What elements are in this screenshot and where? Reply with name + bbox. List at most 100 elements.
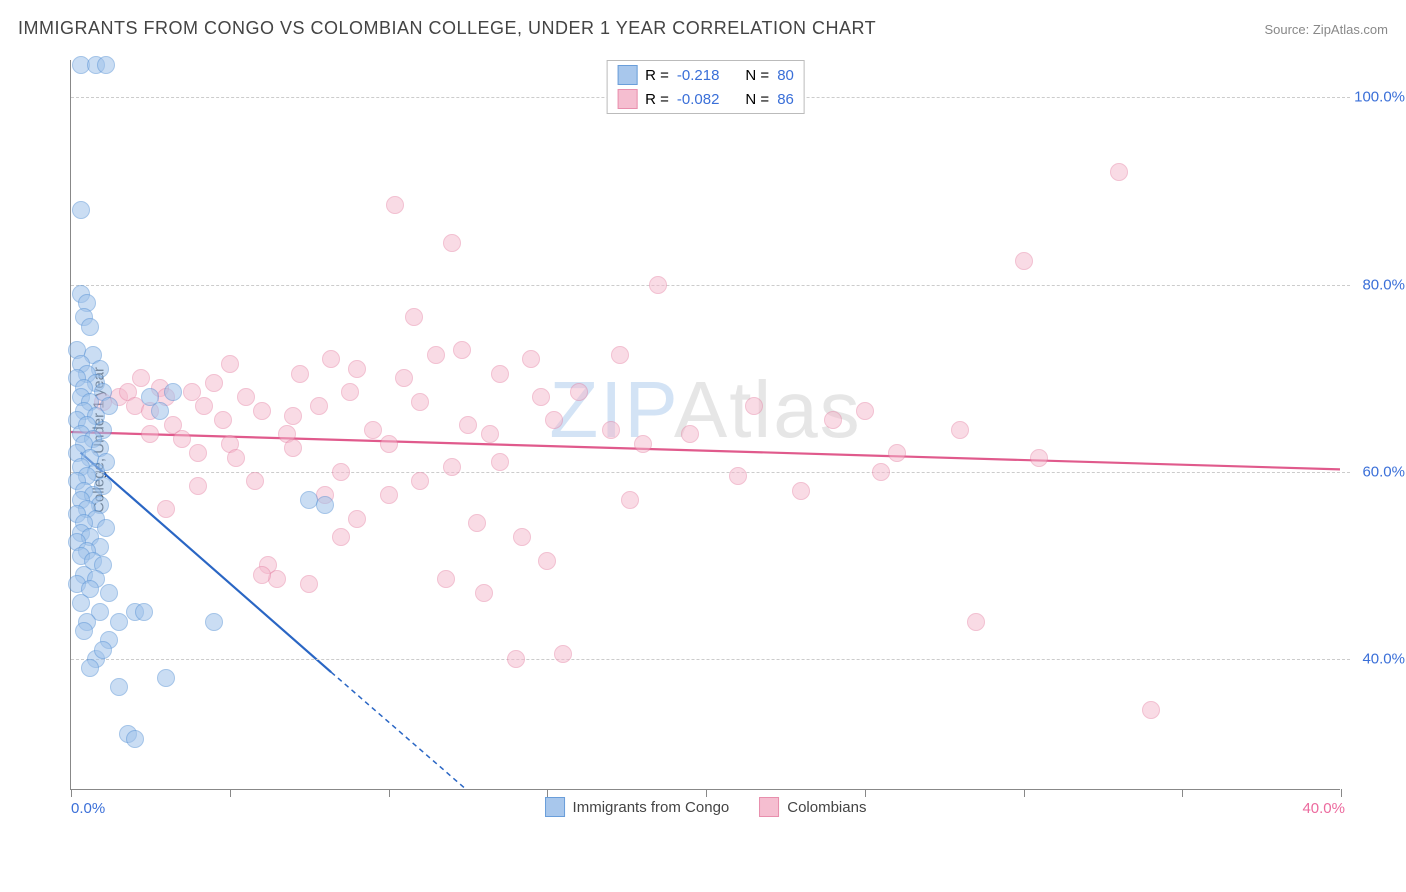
data-point-pink [380, 486, 398, 504]
data-point-pink [380, 435, 398, 453]
data-point-pink [554, 645, 572, 663]
data-point-pink [411, 393, 429, 411]
watermark-part-a: ZIP [549, 365, 674, 454]
watermark-part-b: Atlas [674, 365, 862, 454]
data-point-pink [237, 388, 255, 406]
legend-r-label: R = [645, 67, 669, 84]
data-point-pink [405, 308, 423, 326]
data-point-pink [195, 397, 213, 415]
data-point-blue [110, 613, 128, 631]
legend-item-blue: Immigrants from Congo [545, 797, 730, 817]
legend-item-pink: Colombians [759, 797, 866, 817]
data-point-pink [253, 402, 271, 420]
trend-lines-layer [71, 60, 1340, 789]
data-point-blue [205, 613, 223, 631]
data-point-blue [72, 201, 90, 219]
source-attribution: Source: ZipAtlas.com [1264, 21, 1388, 39]
data-point-blue [81, 318, 99, 336]
data-point-pink [481, 425, 499, 443]
data-point-pink [872, 463, 890, 481]
data-point-pink [611, 346, 629, 364]
data-point-pink [157, 500, 175, 518]
data-point-pink [332, 528, 350, 546]
data-point-pink [459, 416, 477, 434]
grid-line [71, 285, 1350, 286]
data-point-pink [386, 196, 404, 214]
legend-r-value-blue: -0.218 [677, 67, 720, 84]
data-point-pink [443, 234, 461, 252]
data-point-pink [856, 402, 874, 420]
data-point-pink [824, 411, 842, 429]
data-point-pink [888, 444, 906, 462]
legend-swatch-pink-icon [759, 797, 779, 817]
data-point-pink [348, 510, 366, 528]
data-point-pink [189, 444, 207, 462]
data-point-pink [475, 584, 493, 602]
data-point-pink [745, 397, 763, 415]
data-point-pink [443, 458, 461, 476]
grid-line [71, 659, 1350, 660]
data-point-blue [75, 622, 93, 640]
x-tick [1182, 789, 1183, 797]
legend-row-pink: R = -0.082 N = 86 [607, 87, 804, 111]
data-point-pink [341, 383, 359, 401]
y-tick-label: 100.0% [1350, 89, 1405, 106]
x-tick [706, 789, 707, 797]
grid-line [71, 472, 1350, 473]
data-point-blue [100, 584, 118, 602]
data-point-pink [621, 491, 639, 509]
legend-swatch-blue [617, 65, 637, 85]
data-point-pink [967, 613, 985, 631]
data-point-pink [532, 388, 550, 406]
legend-swatch-blue-icon [545, 797, 565, 817]
data-point-pink [291, 365, 309, 383]
chart-container: College, Under 1 year ZIPAtlas R = -0.21… [50, 60, 1340, 820]
x-axis-label-max: 40.0% [1302, 800, 1345, 817]
data-point-pink [437, 570, 455, 588]
x-tick [865, 789, 866, 797]
data-point-pink [538, 552, 556, 570]
data-point-pink [189, 477, 207, 495]
data-point-pink [513, 528, 531, 546]
legend-correlation-box: R = -0.218 N = 80 R = -0.082 N = 86 [606, 60, 805, 114]
source-name: ZipAtlas.com [1313, 22, 1388, 37]
watermark: ZIPAtlas [549, 364, 861, 456]
data-point-pink [173, 430, 191, 448]
data-point-blue [126, 730, 144, 748]
data-point-pink [268, 570, 286, 588]
data-point-pink [468, 514, 486, 532]
data-point-pink [545, 411, 563, 429]
data-point-blue [316, 496, 334, 514]
data-point-pink [141, 425, 159, 443]
data-point-blue [94, 641, 112, 659]
data-point-blue [72, 594, 90, 612]
data-point-pink [246, 472, 264, 490]
data-point-pink [1030, 449, 1048, 467]
data-point-blue [97, 56, 115, 74]
data-point-pink [729, 467, 747, 485]
data-point-pink [491, 365, 509, 383]
chart-title: IMMIGRANTS FROM CONGO VS COLOMBIAN COLLE… [18, 18, 876, 39]
legend-n-value-blue: 80 [777, 67, 794, 84]
data-point-pink [427, 346, 445, 364]
data-point-pink [681, 425, 699, 443]
plot-area: ZIPAtlas R = -0.218 N = 80 R = -0.082 N … [70, 60, 1340, 790]
data-point-blue [110, 678, 128, 696]
data-point-blue [151, 402, 169, 420]
data-point-blue [81, 659, 99, 677]
data-point-pink [322, 350, 340, 368]
trend-line [71, 432, 1340, 469]
data-point-pink [205, 374, 223, 392]
data-point-pink [951, 421, 969, 439]
data-point-pink [507, 650, 525, 668]
legend-r-value-pink: -0.082 [677, 91, 720, 108]
data-point-pink [570, 383, 588, 401]
source-label: Source: [1264, 22, 1312, 37]
data-point-pink [221, 355, 239, 373]
data-point-pink [284, 439, 302, 457]
data-point-pink [348, 360, 366, 378]
legend-bottom: Immigrants from Congo Colombians [545, 797, 867, 817]
legend-n-value-pink: 86 [777, 91, 794, 108]
legend-label-blue: Immigrants from Congo [573, 799, 730, 816]
trend-line [331, 672, 509, 789]
